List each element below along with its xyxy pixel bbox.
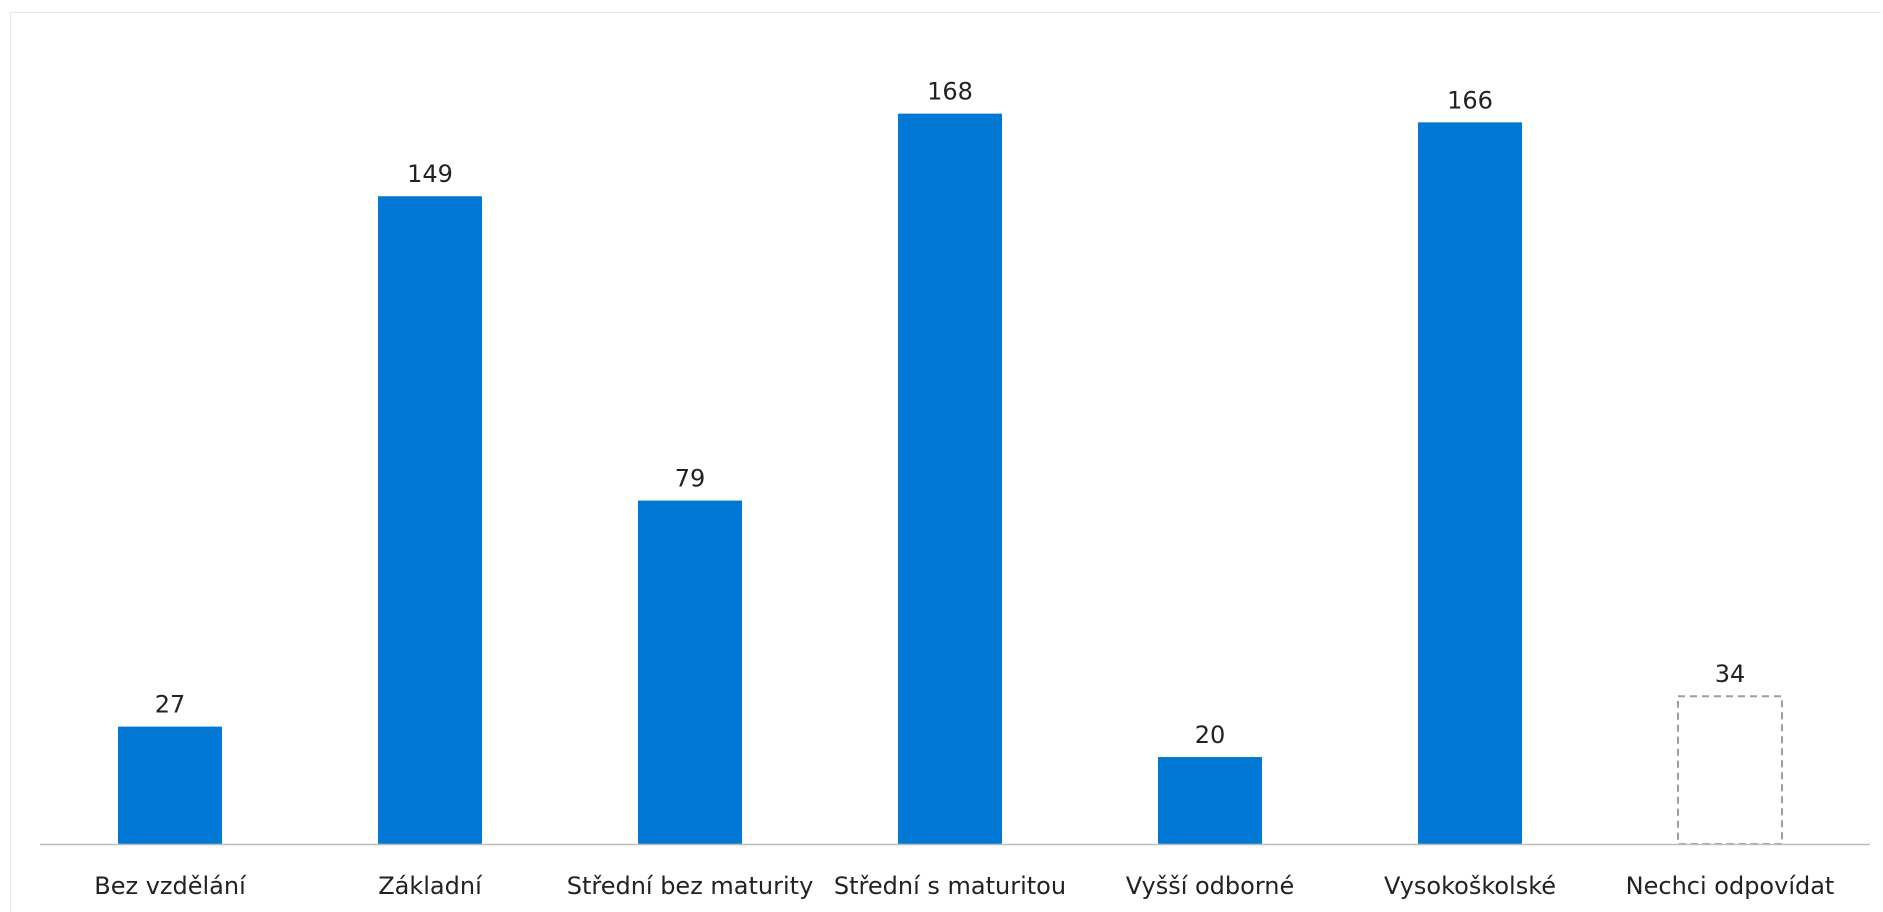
value-label-zakladni: 149 — [407, 160, 453, 188]
value-label-stredni-s-maturitou: 168 — [927, 78, 973, 106]
bar-stredni-bez-maturity — [638, 500, 742, 844]
value-label-vyssi-odborne: 20 — [1195, 721, 1226, 749]
value-label-stredni-bez-maturity: 79 — [675, 465, 706, 493]
category-labels-layer: Bez vzdělání Základní Střední bez maturity… — [94, 872, 1834, 900]
bar-vysokoskolske — [1418, 122, 1522, 844]
category-label-vysokoskolske: Vysokoškolské — [1384, 872, 1556, 900]
bar-zakladni — [378, 196, 482, 844]
bar-bez-vzdelani — [118, 726, 222, 844]
category-label-stredni-s-maturitou: Střední s maturitou — [834, 872, 1066, 900]
bar-stredni-s-maturitou — [898, 113, 1002, 845]
category-label-stredni-bez-maturity: Střední bez maturity — [567, 872, 814, 900]
category-label-zakladni: Základní — [378, 872, 483, 900]
category-label-vyssi-odborne: Vyšší odborné — [1126, 872, 1295, 900]
bars-layer — [118, 113, 1783, 845]
value-label-nechci-odpovidat: 34 — [1715, 660, 1746, 688]
value-label-vysokoskolske: 166 — [1447, 86, 1493, 114]
category-label-bez-vzdelani: Bez vzdělání — [94, 872, 247, 900]
chart-frame — [10, 12, 1881, 912]
bar-vyssi-odborne — [1158, 757, 1262, 844]
value-label-bez-vzdelani: 27 — [155, 691, 186, 719]
bar-nechci-odpovidat — [1677, 695, 1783, 845]
category-label-nechci-odpovidat: Nechci odpovídat — [1626, 872, 1835, 900]
value-labels-layer: 27 149 79 168 20 166 34 — [155, 78, 1746, 749]
